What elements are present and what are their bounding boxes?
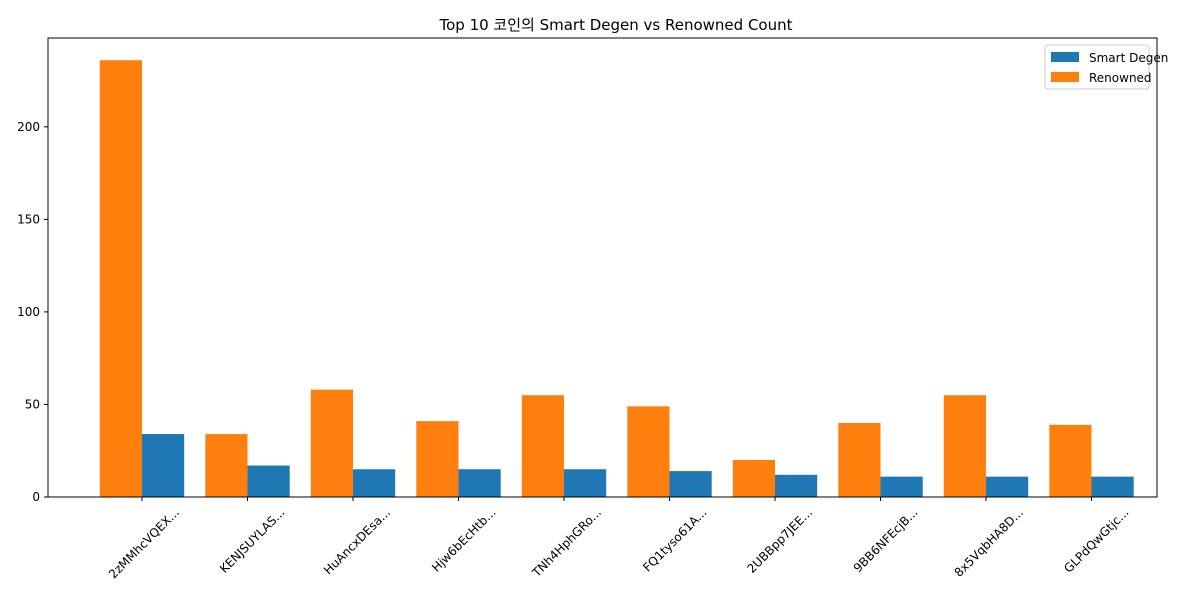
x-tick-label: 9BB6NFEcjB... xyxy=(851,505,921,575)
bar-smart-degen-9 xyxy=(986,476,1029,497)
plot-frame xyxy=(47,37,1158,498)
x-tick-label: Hjw6bEcHtb... xyxy=(429,505,499,575)
bar-smart-degen-4 xyxy=(458,469,501,497)
y-tick-label: 150 xyxy=(17,212,40,226)
legend-swatch-smart-degen xyxy=(1051,52,1079,62)
x-tick-label: GLPdQwGtjc... xyxy=(1061,505,1131,575)
bar-renowned-9 xyxy=(943,395,986,497)
y-tick-label: 100 xyxy=(17,305,40,319)
bar-smart-degen-6 xyxy=(669,471,712,497)
bar-smart-degen-8 xyxy=(880,476,923,497)
bar-smart-degen-7 xyxy=(775,474,818,497)
bar-smart-degen-10 xyxy=(1091,476,1134,497)
bar-renowned-2 xyxy=(205,434,248,497)
legend: Smart Degen Renowned xyxy=(1044,44,1168,90)
x-tick-label: KENJSUYLAS... xyxy=(217,505,288,576)
legend-swatch-renowned xyxy=(1051,72,1079,82)
bar-smart-degen-3 xyxy=(353,469,396,497)
bar-smart-degen-1 xyxy=(142,434,185,497)
bar-renowned-10 xyxy=(1049,424,1092,497)
x-tick-label: 2UBBpp7JEE... xyxy=(744,505,815,576)
bar-renowned-3 xyxy=(310,389,353,497)
x-tick-label: HuAncxDEsa... xyxy=(321,505,393,577)
bar-renowned-6 xyxy=(627,406,670,497)
y-tick-label: 200 xyxy=(17,120,40,134)
bar-renowned-1 xyxy=(99,60,142,497)
axes-group: 0 50 100 150 200 2zMMhcVQEX... KENJSUYLAS... Hu… xyxy=(17,37,1158,581)
bar-renowned-8 xyxy=(838,422,881,497)
bar-renowned-4 xyxy=(416,421,459,497)
bar-smart-degen-2 xyxy=(247,465,290,497)
x-tick-label: 2zMMhcVQEX... xyxy=(106,505,182,581)
y-tick-label: 50 xyxy=(25,397,40,411)
legend-label-renowned: Renowned xyxy=(1089,71,1152,85)
bar-smart-degen-5 xyxy=(564,469,607,497)
x-tick-label: 8x5VqbHA8D... xyxy=(952,505,1027,580)
legend-label-smart-degen: Smart Degen xyxy=(1089,51,1168,65)
x-tick-label: TNh4HphGRo... xyxy=(529,505,604,580)
x-tick-label: FQ1tyso61A... xyxy=(640,505,709,574)
chart-title: Top 10 코인의 Smart Degen vs Renowned Count xyxy=(438,16,792,34)
y-tick-label: 0 xyxy=(32,490,40,504)
bar-renowned-5 xyxy=(521,395,564,497)
bar-renowned-7 xyxy=(732,459,775,497)
bars-group xyxy=(99,60,1134,497)
